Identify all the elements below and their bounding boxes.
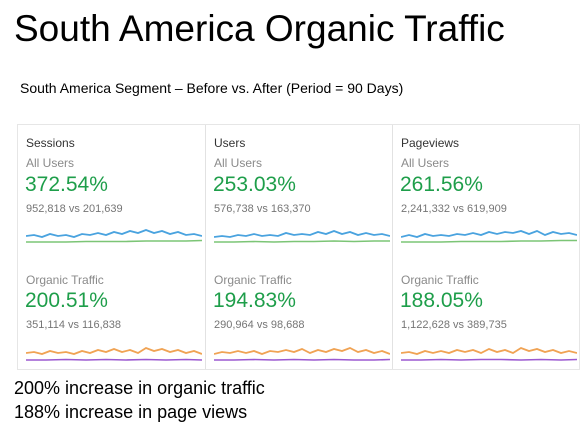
sparkline-chart (26, 229, 202, 243)
sparkline-current (401, 230, 577, 238)
comparison-values: 1,122,628 vs 389,735 (401, 319, 507, 331)
sparkline-current (214, 230, 390, 238)
percent-change: 261.56% (400, 173, 483, 196)
metric-header[interactable]: Users (214, 136, 246, 150)
metric-column-sessions: Sessions All Users 372.54% 952,818 vs 20… (18, 125, 205, 369)
sparkline-current (401, 347, 577, 355)
metric-column-users: Users All Users 253.03% 576,738 vs 163,3… (205, 125, 393, 369)
segment-label: All Users (401, 156, 450, 170)
sparkline-previous (401, 358, 577, 361)
segment-label: Organic Traffic (214, 273, 292, 287)
comparison-values: 2,241,332 vs 619,909 (401, 203, 507, 215)
sparkline-previous (26, 239, 202, 243)
comparison-values: 351,114 vs 116,838 (26, 319, 122, 331)
percent-change: 372.54% (25, 173, 108, 196)
segment-label: All Users (214, 156, 263, 170)
percent-change: 188.05% (400, 289, 483, 312)
sparkline-previous (214, 240, 390, 243)
sparkline-chart (26, 347, 202, 361)
segment-label: Organic Traffic (26, 273, 104, 287)
sparkline-chart (214, 230, 390, 243)
sparkline-previous (401, 239, 577, 243)
percent-change: 253.03% (213, 173, 296, 196)
segment-label: All Users (26, 156, 75, 170)
percent-change: 200.51% (25, 289, 108, 312)
segment-label: Organic Traffic (401, 273, 479, 287)
sparkline-current (26, 347, 202, 355)
analytics-summary-panel: Sessions All Users 372.54% 952,818 vs 20… (17, 124, 580, 370)
slide-title: South America Organic Traffic (14, 8, 505, 49)
sparkline-chart (401, 230, 577, 243)
metric-header[interactable]: Pageviews (401, 136, 460, 150)
footer-note-organic: 200% increase in organic traffic (14, 378, 265, 398)
metric-header[interactable]: Sessions (26, 136, 75, 150)
percent-change: 194.83% (213, 289, 296, 312)
comparison-values: 576,738 vs 163,370 (214, 203, 311, 215)
metric-column-pageviews: Pageviews All Users 261.56% 2,241,332 vs… (392, 125, 580, 369)
comparison-values: 290,964 vs 98,688 (214, 319, 305, 331)
sparkline-chart (401, 347, 577, 361)
sparkline-chart (214, 347, 390, 361)
slide-subtitle: South America Segment – Before vs. After… (20, 80, 404, 96)
sparkline-previous (214, 358, 390, 361)
footer-note-pageviews: 188% increase in page views (14, 402, 248, 422)
sparkline-previous (26, 358, 202, 361)
sparkline-current (26, 229, 202, 238)
comparison-values: 952,818 vs 201,639 (26, 203, 123, 215)
sparkline-current (214, 347, 390, 355)
